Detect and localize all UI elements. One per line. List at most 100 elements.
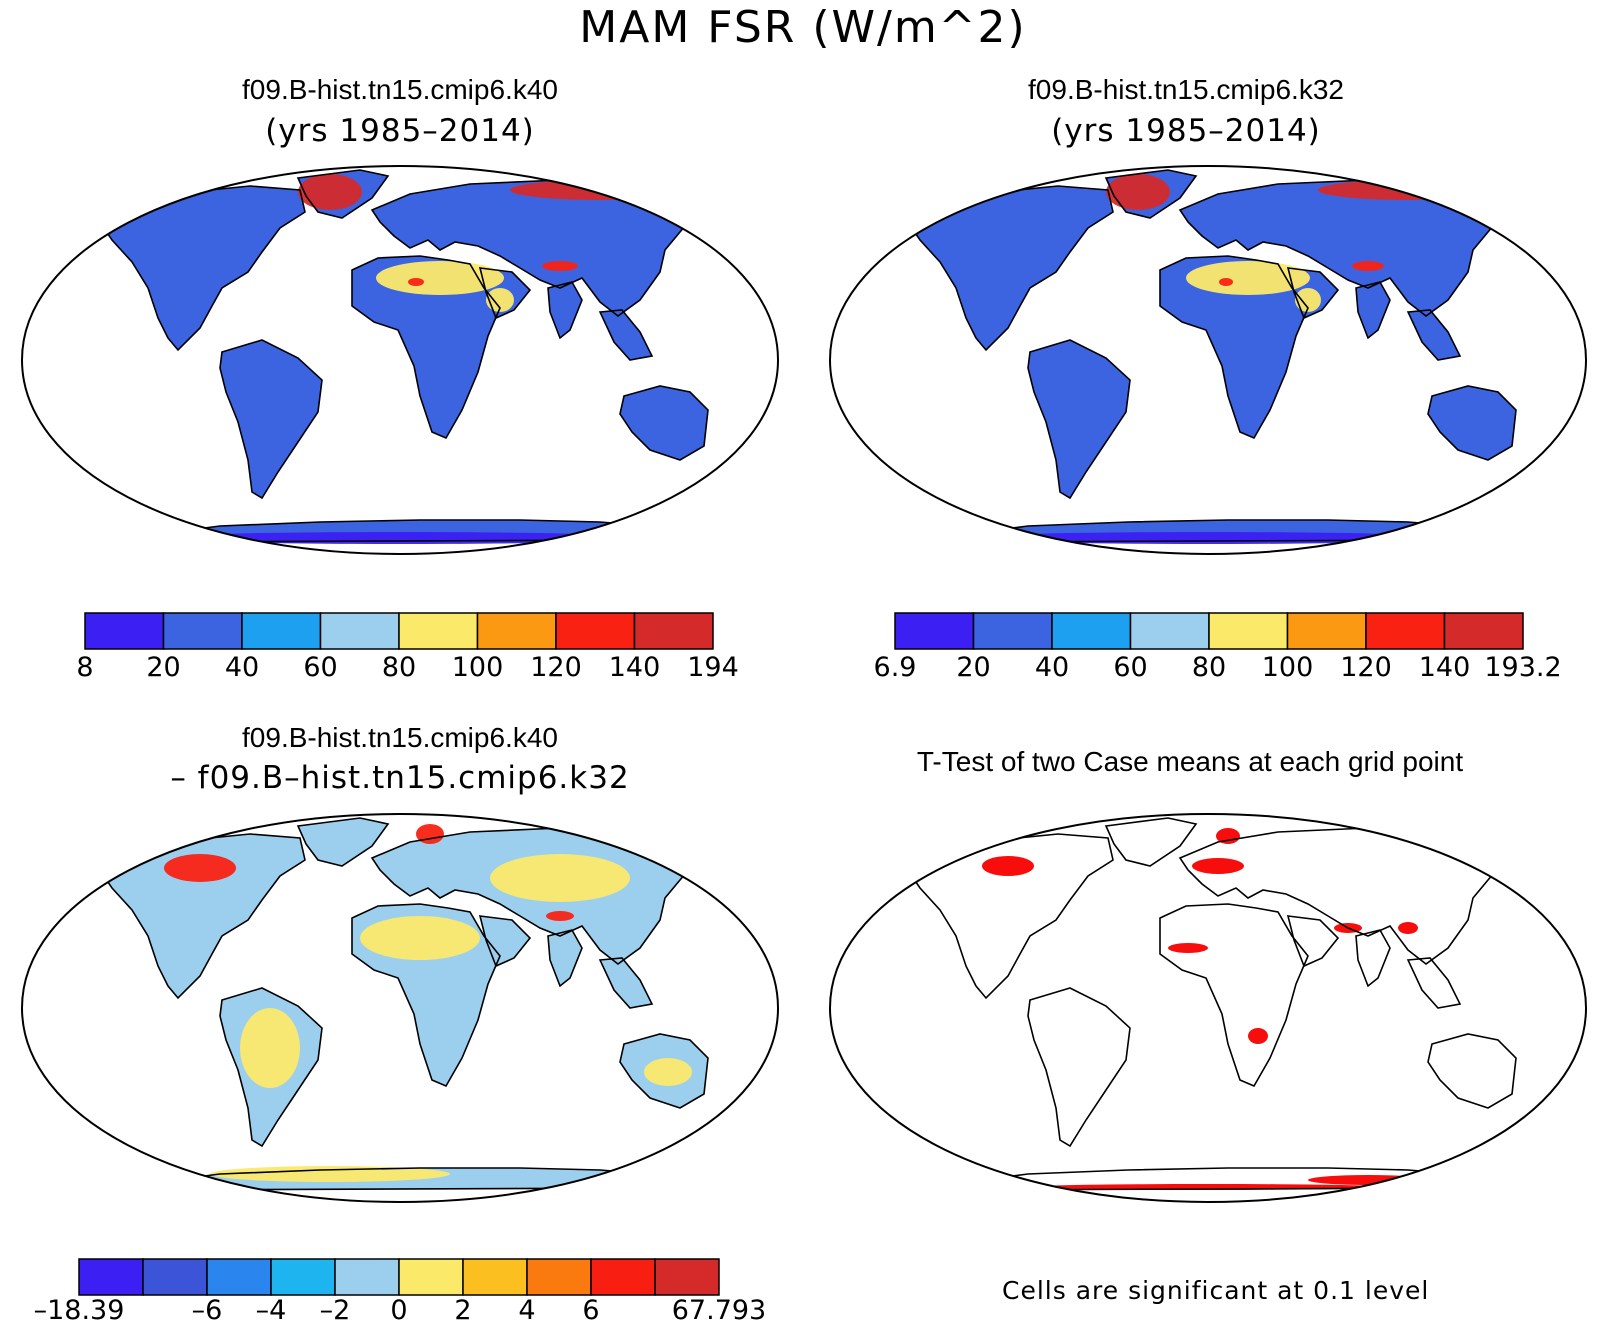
map-top-right-svg xyxy=(828,164,1588,556)
land-northAmerica xyxy=(903,186,1113,350)
colorbar-box xyxy=(206,1258,272,1296)
land-southAmerica xyxy=(1028,988,1130,1146)
land-india xyxy=(548,930,582,986)
colorbar-box xyxy=(526,1258,592,1296)
colorbar-box xyxy=(162,612,243,650)
land-india xyxy=(1356,930,1390,986)
coastline-antarctica xyxy=(945,1167,1470,1191)
field-patch-sig xyxy=(1168,943,1208,953)
colorbar-box xyxy=(972,612,1053,650)
coastline-antarctica xyxy=(945,519,1470,543)
colorbar-tick-label: 100 xyxy=(451,652,504,683)
colorbar-box xyxy=(633,612,714,650)
colorbar-tick-label: 60 xyxy=(1113,652,1148,683)
colorbar-box xyxy=(1443,612,1524,650)
colorbar-box xyxy=(398,612,479,650)
panel-top-left-subtitle: (yrs 1985–2014) xyxy=(265,113,535,149)
colorbar-tick-label: 6 xyxy=(582,1295,600,1326)
coastline-arabia xyxy=(1286,915,1340,968)
colorbar-box xyxy=(1365,612,1446,650)
land-africa xyxy=(1160,256,1308,438)
colorbar-box xyxy=(142,1258,208,1296)
panel-bottom-right-title: T-Test of two Case means at each grid po… xyxy=(916,746,1464,777)
land-southAmerica xyxy=(220,340,322,498)
coastline-india xyxy=(1355,929,1391,988)
field-patch-hot xyxy=(1219,278,1233,286)
coastline-seAsia xyxy=(1406,957,1462,1009)
map-border xyxy=(828,164,1588,556)
coastline-northAmerica xyxy=(901,185,1114,352)
coastline-greenland xyxy=(1104,817,1198,867)
field-patch-hot xyxy=(542,261,578,271)
colorbar-box xyxy=(894,612,975,650)
colorbar-tick-label: 8 xyxy=(76,652,94,683)
field-patch-sahara xyxy=(376,261,504,295)
coastline-southAmerica xyxy=(219,987,323,1148)
colorbar-box xyxy=(462,1258,528,1296)
colorbar-top-left-svg xyxy=(84,612,714,650)
coastline-india xyxy=(1355,281,1391,340)
panel-top-right-subtitle: (yrs 1985–2014) xyxy=(1051,113,1321,149)
map-top-left-svg xyxy=(20,164,780,556)
field-patch-sahara xyxy=(1295,288,1321,312)
colorbar-box xyxy=(1208,612,1289,650)
coastline-northAmerica xyxy=(901,833,1114,1000)
coastline-seAsia xyxy=(598,309,654,361)
colorbar-box xyxy=(476,612,557,650)
map-border xyxy=(20,812,780,1204)
colorbar-box xyxy=(78,1258,144,1296)
field-patch-hot xyxy=(408,278,424,286)
map-bottom-left-svg xyxy=(20,812,780,1204)
colorbar-tick-label: 140 xyxy=(1418,652,1471,683)
coastline-africa xyxy=(351,255,501,440)
coastline-southAmerica xyxy=(219,339,323,500)
colorbar-tick-label: 100 xyxy=(1261,652,1314,683)
field-patch-hot xyxy=(546,911,574,921)
colorbar-box xyxy=(334,1258,400,1296)
field-patch-sahara xyxy=(486,288,514,312)
colorbar-box xyxy=(654,1258,720,1296)
colorbar-box xyxy=(270,1258,336,1296)
colorbar-box xyxy=(1051,612,1132,650)
colorbar-tick-label: 4 xyxy=(518,1295,536,1326)
land-greenland xyxy=(298,818,388,866)
colorbar-top-right xyxy=(894,612,1524,654)
coastline-southAmerica xyxy=(1027,987,1131,1148)
coastline-seAsia xyxy=(598,957,654,1009)
field-patch-arctic xyxy=(1318,180,1498,200)
field-patch-hot xyxy=(416,824,444,844)
coastline-antarctica xyxy=(137,519,662,543)
land-seAsia xyxy=(600,958,652,1008)
panel-top-left-title: f09.B-hist.tn15.cmip6.k40 xyxy=(242,74,558,105)
land-northAmerica xyxy=(903,834,1113,998)
land-india xyxy=(1356,282,1390,338)
colorbar-top-left xyxy=(84,612,714,654)
colorbar-tick-label: 80 xyxy=(1191,652,1227,683)
field-patch-sahara xyxy=(1186,261,1310,295)
map-bottom-right-svg xyxy=(828,812,1588,1204)
field-patch-sig xyxy=(1398,922,1418,934)
coastline-greenland xyxy=(296,817,390,867)
field-patch-sig xyxy=(1192,858,1244,874)
coastline-australia xyxy=(1427,385,1517,461)
colorbar-tick-label: 194 xyxy=(687,652,739,683)
field-patch-hot xyxy=(164,854,236,882)
coastline-arabia xyxy=(1286,267,1340,320)
map-content xyxy=(22,166,778,554)
coastline-northAmerica xyxy=(93,185,306,352)
coastline-southAmerica xyxy=(1027,339,1131,500)
colorbar-tick-label: –2 xyxy=(319,1295,351,1326)
land-india xyxy=(548,282,582,338)
coastline-africa xyxy=(351,903,501,1088)
land-seAsia xyxy=(1408,958,1460,1008)
colorbar-tick-label: 40 xyxy=(224,652,260,683)
land-northAmerica xyxy=(95,834,305,998)
colorbar-box xyxy=(84,612,165,650)
colorbar-box xyxy=(1129,612,1210,650)
panel-bottom-left-title: f09.B-hist.tn15.cmip6.k40 xyxy=(242,722,558,753)
coastline-greenland xyxy=(296,169,390,219)
colorbar-tick-label: 20 xyxy=(146,652,181,683)
significance-note: Cells are significant at 0.1 level xyxy=(1002,1276,1430,1305)
coastline-africa xyxy=(1159,903,1309,1088)
colorbar-box xyxy=(555,612,636,650)
